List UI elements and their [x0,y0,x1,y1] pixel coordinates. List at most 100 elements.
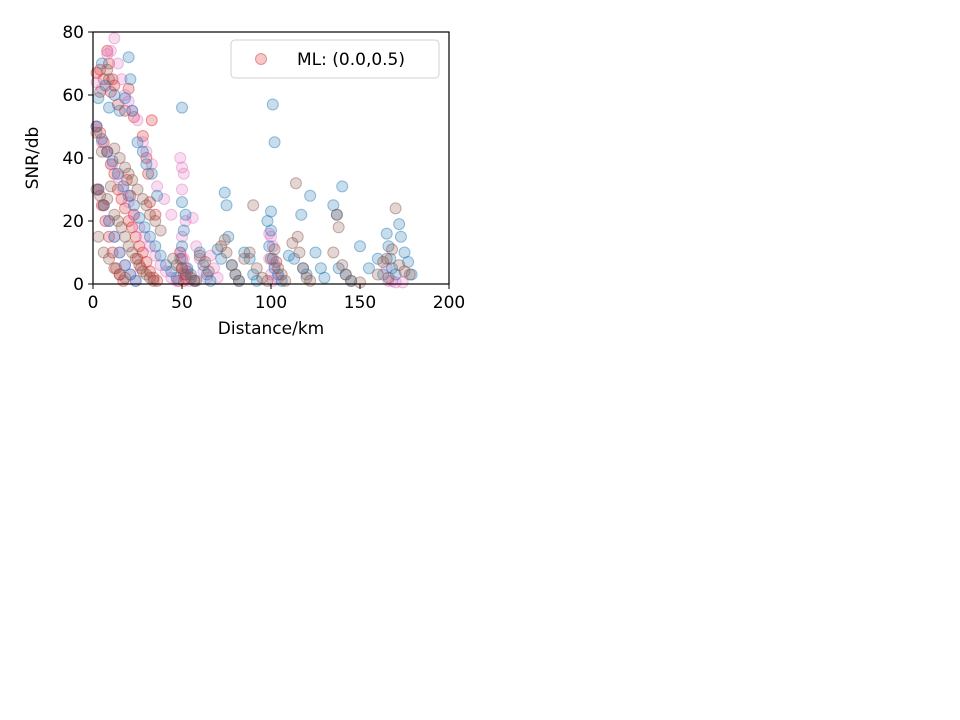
data-point [122,189,135,202]
data-point [377,255,390,268]
data-point [270,255,283,268]
data-point [176,161,188,174]
data-point [386,243,399,256]
data-point [177,268,190,281]
data-point [131,252,144,265]
data-point [190,240,203,253]
data-point [122,95,135,108]
data-point [131,136,144,149]
data-point [380,227,393,240]
data-point [165,271,178,284]
data-point [90,183,103,196]
data-point [174,152,187,164]
data-point [398,265,411,278]
data-point [265,230,277,243]
data-point [256,271,269,284]
data-point [99,215,112,227]
data-point [119,161,132,174]
data-point [108,167,121,180]
data-point [122,51,135,64]
data-point [202,265,215,278]
data-point [220,199,233,212]
data-point [190,274,203,287]
data-point [176,252,188,265]
data-point [122,196,135,209]
data-point [133,259,146,272]
data-point [127,208,140,221]
data-point [179,262,192,275]
data-point [140,145,153,158]
data-point [159,265,172,278]
data-point [275,268,288,281]
data-point [154,224,167,237]
y-tick-label: 40 [62,149,84,169]
data-point [140,158,153,171]
data-point [133,211,146,224]
data-point [119,89,132,101]
data-point [131,114,144,127]
data-point [95,133,108,146]
data-point [371,252,384,265]
data-point [94,126,107,139]
data-point [181,262,194,275]
data-point [149,208,162,221]
data-point [393,259,406,272]
data-point [332,221,345,234]
data-point [380,252,393,265]
data-point [238,246,251,259]
data-point [108,230,121,243]
data-point [136,192,149,205]
data-point [103,57,116,70]
data-point [126,221,139,234]
data-point [138,230,151,243]
data-point [265,224,277,237]
data-point [106,155,119,168]
data-point [103,252,116,265]
data-point [295,208,308,221]
data-point [104,85,117,98]
data-point [225,259,238,272]
data-point [101,145,114,158]
data-point [108,208,121,221]
data-point [243,246,256,259]
data-point [104,44,117,57]
data-point [111,183,124,196]
data-point [143,208,156,221]
data-point [211,243,224,256]
data-point [265,252,277,265]
data-point [386,262,399,275]
data-point [229,268,242,281]
y-tick-label: 80 [62,23,84,43]
data-point [122,167,135,180]
data-point [158,192,171,205]
data-point [261,215,274,227]
data-point [108,89,121,101]
data-point [126,104,139,117]
data-point [103,215,116,227]
data-point [174,246,187,259]
data-point [95,57,108,70]
data-point [179,268,192,281]
data-point [225,259,238,272]
data-point [282,249,295,262]
data-point [382,271,395,284]
y-tick-label: 60 [62,86,84,106]
data-point [95,199,108,212]
data-point [94,85,107,98]
data-point [124,189,137,202]
data-point [145,167,158,180]
data-point [129,252,142,265]
data-point [318,271,331,284]
data-point [122,215,135,227]
data-point [122,82,135,95]
data-point [145,158,158,171]
data-point [140,199,153,212]
data-point [265,205,277,218]
data-point [113,268,126,281]
data-point [143,265,156,278]
data-point [398,246,411,259]
x-tick-label: 200 [433,293,465,313]
data-point [229,268,242,281]
data-point [103,73,116,86]
data-point [405,268,418,281]
